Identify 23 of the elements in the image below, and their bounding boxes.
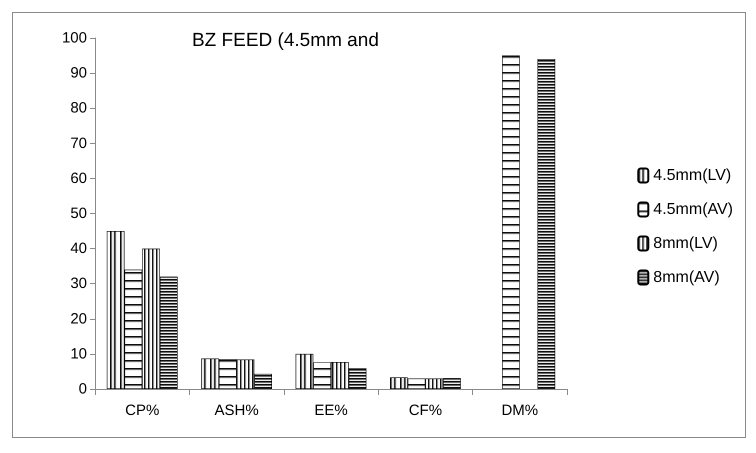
y-tick-label: 20 xyxy=(70,310,87,328)
y-tick-label: 90 xyxy=(70,64,87,82)
y-tick-label: 70 xyxy=(70,134,87,152)
y-tick-label: 30 xyxy=(70,275,87,292)
y-tick-label: 40 xyxy=(70,240,87,258)
bar xyxy=(502,56,520,389)
bar xyxy=(538,59,556,389)
y-tick-label: 10 xyxy=(70,345,87,362)
y-tick-label: 0 xyxy=(78,380,87,398)
x-tick-label: CF% xyxy=(408,402,442,419)
x-tick-label: CP% xyxy=(125,402,160,419)
legend-label: 4.5mm(LV) xyxy=(653,167,732,184)
legend-label: 4.5mm(AV) xyxy=(653,201,734,218)
legend-label: 8mm(AV) xyxy=(653,269,720,286)
x-tick-label: EE% xyxy=(314,402,348,419)
y-tick-label: 60 xyxy=(70,170,87,187)
x-tick-label: ASH% xyxy=(214,402,259,419)
x-tick-label: DM% xyxy=(501,402,538,419)
chart-title: BZ FEED (4.5mm and xyxy=(192,30,379,51)
legend-label: 8mm(LV) xyxy=(653,235,718,252)
y-tick-label: 100 xyxy=(62,30,87,46)
y-tick-label: 50 xyxy=(70,205,87,222)
y-tick-label: 80 xyxy=(70,100,87,117)
